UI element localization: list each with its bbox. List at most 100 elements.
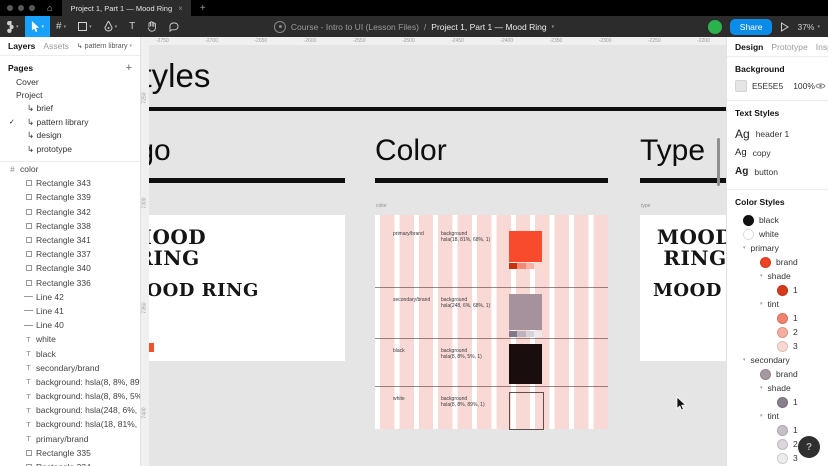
color-style-row[interactable]: ▾ 3: [735, 451, 821, 465]
layer-row[interactable]: background: hsla(8, 8%, 89%, 1);: [0, 375, 140, 389]
text-style-row[interactable]: Ag copy: [735, 143, 821, 162]
tint-swatch[interactable]: [509, 263, 518, 269]
canvas-scrollbar[interactable]: [717, 138, 720, 186]
background-opacity-value[interactable]: 100%: [793, 81, 815, 91]
layer-row[interactable]: background: hsla(8, 8%, 5%, 1);: [0, 389, 140, 403]
color-style-name[interactable]: white: [393, 396, 405, 402]
close-window-button[interactable]: [7, 5, 13, 11]
tint-swatch[interactable]: [517, 263, 526, 269]
divider[interactable]: [140, 107, 726, 111]
layer-row[interactable]: Line 41: [0, 304, 140, 318]
layer-row[interactable]: Line 42: [0, 290, 140, 304]
color-style-row[interactable]: ▾ 1: [735, 395, 821, 409]
maximize-window-button[interactable]: [29, 5, 35, 11]
close-tab-icon[interactable]: ×: [178, 3, 183, 13]
expand-caret-icon[interactable]: ▾: [760, 301, 763, 307]
file-tab[interactable]: Project 1, Part 1 — Mood Ring ×: [62, 0, 191, 16]
logo-card[interactable]: MOOD RING MOOD RING: [140, 215, 345, 361]
divider[interactable]: [140, 178, 345, 183]
expand-caret-icon[interactable]: ▾: [760, 413, 763, 419]
text-style-row[interactable]: Ag button: [735, 162, 821, 181]
frame-name-label[interactable]: type: [641, 203, 651, 209]
layer-row[interactable]: Rectangle 338: [0, 219, 140, 233]
expand-caret-icon[interactable]: ▾: [743, 357, 746, 363]
layer-row[interactable]: Rectangle 335: [0, 446, 140, 460]
color-style-row[interactable]: ▾ 2: [735, 325, 821, 339]
tint-swatch[interactable]: [525, 331, 534, 337]
page-selector-dropdown[interactable]: ↳ pattern library ▾: [76, 43, 132, 50]
add-page-button[interactable]: +: [125, 61, 132, 74]
shape-tool-button[interactable]: ▾: [72, 16, 98, 37]
layer-row[interactable]: background: hsla(18, 81%, 68%, 1);: [0, 417, 140, 431]
tab-design[interactable]: Design: [735, 41, 764, 52]
layer-row[interactable]: Rectangle 336: [0, 276, 140, 290]
color-style-name[interactable]: black: [393, 348, 405, 354]
color-style-value[interactable]: background hsla(18, 81%, 68%, 1): [441, 231, 491, 244]
background-hex-value[interactable]: E5E5E5: [752, 81, 784, 91]
user-avatar[interactable]: [707, 19, 722, 34]
share-button[interactable]: Share: [729, 18, 773, 35]
help-button[interactable]: ?: [798, 436, 820, 458]
color-swatch[interactable]: [509, 294, 542, 330]
visibility-eye-icon[interactable]: [815, 82, 826, 90]
color-swatch[interactable]: [509, 231, 542, 262]
tint-swatch[interactable]: [533, 263, 542, 269]
layer-row[interactable]: Rectangle 340: [0, 261, 140, 275]
main-menu-button[interactable]: ▾: [0, 16, 25, 37]
hand-tool-button[interactable]: [141, 16, 163, 37]
frame-tool-button[interactable]: # ▾: [50, 16, 72, 37]
chevron-down-icon[interactable]: ▾: [551, 23, 555, 30]
color-style-row[interactable]: ▾ brand: [735, 367, 821, 381]
layer-row[interactable]: white: [0, 332, 140, 346]
type-card[interactable]: MOOD RING MOOD RING: [640, 215, 726, 361]
color-swatch[interactable]: [509, 344, 542, 384]
tint-strip[interactable]: [509, 263, 542, 269]
color-style-row[interactable]: ▾ tint: [735, 409, 821, 423]
type-section-heading[interactable]: Type: [640, 134, 706, 167]
tint-swatch[interactable]: [517, 331, 526, 337]
tint-swatch[interactable]: [533, 331, 542, 337]
text-style-row[interactable]: Ag header 1: [735, 124, 821, 143]
frame-name-label[interactable]: color: [376, 203, 387, 209]
page-row[interactable]: ✓ Project: [0, 89, 140, 103]
new-tab-button[interactable]: +: [199, 2, 206, 14]
move-tool-button[interactable]: ▾: [24, 16, 51, 37]
color-style-row[interactable]: ▾ shade: [735, 381, 821, 395]
tint-swatch[interactable]: [509, 331, 518, 337]
home-icon[interactable]: ⌂: [47, 3, 53, 13]
text-tool-button[interactable]: T: [123, 16, 141, 37]
page-row[interactable]: ✓ Cover: [0, 75, 140, 89]
layer-row[interactable]: color: [0, 162, 140, 176]
color-style-row[interactable]: ▾ tint: [735, 297, 821, 311]
tint-swatch[interactable]: [525, 263, 534, 269]
page-row[interactable]: ✓ ↳ design: [0, 129, 140, 143]
color-style-name[interactable]: secondary/brand: [393, 297, 431, 303]
page-row[interactable]: ✓ ↳ brief: [0, 102, 140, 116]
tint-strip[interactable]: [509, 331, 542, 337]
tab-assets[interactable]: Assets: [43, 41, 69, 51]
color-style-row[interactable]: ▾ shade: [735, 269, 821, 283]
tab-inspect[interactable]: Inspect: [815, 41, 828, 52]
tab-prototype[interactable]: Prototype: [771, 41, 808, 52]
clipped-frame-fragment[interactable]: [145, 343, 154, 352]
layer-row[interactable]: Rectangle 334: [0, 460, 140, 466]
color-style-row[interactable]: ▾ secondary: [735, 353, 821, 367]
color-style-row[interactable]: ▾ white: [735, 227, 821, 241]
color-style-row[interactable]: ▾ 1: [735, 283, 821, 297]
present-icon[interactable]: [780, 21, 790, 32]
canvas-page-title[interactable]: styles: [140, 57, 211, 94]
color-spec-row[interactable]: secondary/brand background hsla(248, 6%,…: [375, 287, 608, 338]
color-spec-row[interactable]: black background hsla(8, 8%, 5%, 1): [375, 338, 608, 386]
canvas[interactable]: -2750 -2700 -2650 -2600 -2550 -2500 -2450 -2400…: [140, 37, 726, 466]
layer-row[interactable]: Rectangle 339: [0, 190, 140, 204]
comment-tool-button[interactable]: [163, 16, 185, 37]
pen-tool-button[interactable]: ▾: [98, 16, 124, 37]
zoom-level-dropdown[interactable]: 37% ▾: [797, 22, 820, 32]
layer-row[interactable]: secondary/brand: [0, 361, 140, 375]
divider[interactable]: [375, 178, 608, 183]
logo-wordmark-stacked[interactable]: MOOD RING: [140, 225, 207, 270]
color-style-row[interactable]: ▾ 2: [735, 437, 821, 451]
color-spec-row[interactable]: primary/brand background hsla(18, 81%, 6…: [375, 215, 608, 287]
layer-row[interactable]: Line 40: [0, 318, 140, 332]
color-style-row[interactable]: ▾ 1: [735, 423, 821, 437]
